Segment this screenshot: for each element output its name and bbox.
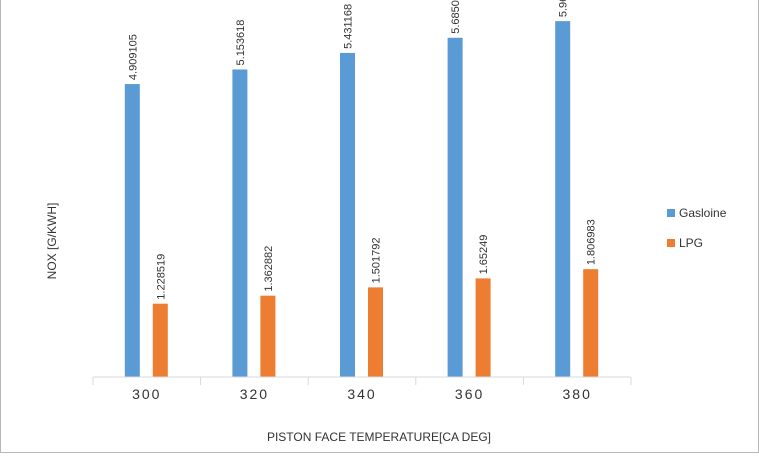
- data-label-gasloine-380: 5.963741: [558, 0, 570, 17]
- bar-lpg-320: [260, 295, 276, 377]
- x-tick-label-300: 300: [132, 386, 161, 402]
- x-tick-label-320: 320: [240, 386, 269, 402]
- legend-swatch-lpg: [667, 239, 675, 247]
- x-tick-label-360: 360: [455, 386, 484, 402]
- plot-area: 4.909105 1.228519 5.153618 1.362882 5.431168…: [124, 0, 599, 377]
- data-label-lpg-360: 1.65249: [478, 235, 490, 275]
- bar-gasloine-340: [340, 52, 355, 377]
- x-tick-label-340: 340: [347, 386, 376, 402]
- legend-label-lpg: LPG: [679, 236, 703, 250]
- bar-lpg-340: [368, 287, 383, 377]
- data-label-gasloine-340: 5.431168: [343, 4, 355, 49]
- data-label-lpg-320: 1.362882: [263, 246, 275, 292]
- bar-lpg-300: [152, 303, 168, 377]
- data-label-gasloine-300: 4.909105: [127, 34, 139, 80]
- bar-gasloine-300: [124, 84, 140, 377]
- x-tick-label-380: 380: [563, 386, 592, 402]
- bar-lpg-380: [583, 269, 599, 377]
- data-label-lpg-380: 1.806983: [586, 219, 598, 265]
- data-label-lpg-340: 1.501792: [371, 237, 383, 283]
- legend: Gasloine LPG: [667, 206, 727, 250]
- bar-lpg-360: [475, 278, 491, 377]
- axes: 300 320 340 360 380: [92, 376, 632, 402]
- x-axis-title: PISTON FACE TEMPERATURE[CA DEG]: [267, 430, 491, 444]
- data-label-gasloine-360: 5.685083: [450, 0, 462, 34]
- y-axis-title: NOX [G/KWH]: [45, 203, 59, 280]
- bar-gasloine-380: [555, 21, 571, 377]
- bar-gasloine-360: [447, 37, 463, 377]
- legend-label-gasloine: Gasloine: [679, 206, 727, 220]
- data-label-gasloine-320: 5.153618: [235, 20, 247, 66]
- bar-gasloine-320: [232, 69, 248, 377]
- data-label-lpg-300: 1.228519: [155, 254, 167, 300]
- legend-swatch-gasloine: [667, 209, 675, 217]
